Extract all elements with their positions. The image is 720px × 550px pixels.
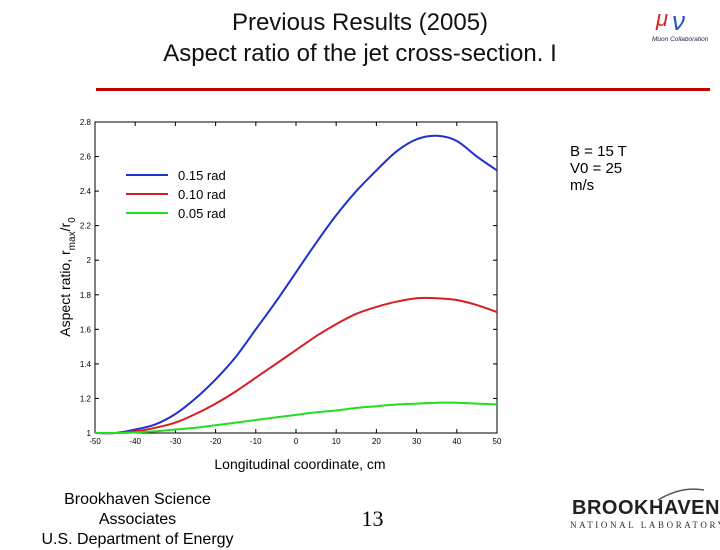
y-tick-label: 2 — [87, 256, 92, 265]
footer-line: Brookhaven Science — [64, 491, 211, 508]
svg-text:Aspect ratio, rmax/r0: Aspect ratio, rmax/r0 — [57, 217, 78, 337]
series-line-0-05-rad — [94, 401, 498, 435]
annotation-field: B = 15 T — [570, 143, 627, 160]
y-axis-label-sub1: max — [67, 231, 78, 250]
y-axis-label: Aspect ratio, rmax/r0 — [57, 217, 78, 337]
x-axis-label: Longitudinal coordinate, cm — [214, 456, 385, 472]
brookhaven-logo-sub: NATIONAL LABORATORY — [570, 520, 720, 530]
chart-legend: 0.15 rad 0.10 rad 0.05 rad — [126, 168, 226, 221]
y-axis-label-main: Aspect ratio, r — [57, 250, 73, 337]
y-tick-label: 1.4 — [80, 360, 92, 369]
legend-label: 0.15 rad — [178, 168, 226, 183]
footer-line: Associates — [98, 511, 177, 528]
x-tick-label: 50 — [493, 437, 502, 446]
chart-series — [94, 134, 498, 435]
chart-axes: -50 -40 -30 -20 -10 0 10 20 30 40 50 1 1.2 1.4 1.6 1.8 2… — [80, 118, 502, 446]
x-tick-label: -40 — [129, 437, 141, 446]
x-tick-label: -10 — [250, 437, 262, 446]
annotation-velocity: V0 = 25 — [570, 160, 623, 177]
x-tick-label: 40 — [452, 437, 461, 446]
y-tick-label: 2.4 — [80, 187, 92, 196]
y-tick-label: 1.6 — [80, 325, 92, 334]
y-tick-label: 1.2 — [80, 394, 92, 403]
page-number: 13 — [361, 506, 384, 531]
legend-label: 0.05 rad — [178, 206, 226, 221]
brookhaven-logo-main: BROOKHAVEN — [572, 497, 720, 519]
footer-line: U.S. Department of Energy — [41, 531, 234, 548]
x-tick-label: -50 — [89, 437, 101, 446]
footer-organization: Brookhaven Science Associates U.S. Depar… — [30, 490, 245, 550]
muon-collaboration-logo: μ ν Muon Collaboration — [652, 6, 709, 43]
logo-text: Muon Collaboration — [652, 36, 709, 43]
y-tick-label: 2.8 — [80, 118, 92, 127]
legend-label: 0.10 rad — [178, 187, 226, 202]
y-tick-label: 1.8 — [80, 291, 92, 300]
series-line-0-15-rad — [94, 134, 498, 435]
x-tick-label: -30 — [170, 437, 182, 446]
parameter-annotation: B = 15 T V0 = 25 m/s — [570, 143, 670, 194]
plot-frame — [94, 121, 498, 434]
y-tick-label: 1 — [87, 429, 92, 438]
y-tick-label: 2.6 — [80, 153, 92, 162]
x-tick-label: 30 — [412, 437, 421, 446]
x-tick-label: -20 — [210, 437, 222, 446]
slide-title: Previous Results (2005) — [231, 9, 489, 36]
slide-subtitle: Aspect ratio of the jet cross-section. I — [163, 40, 557, 67]
x-tick-label: 20 — [372, 437, 381, 446]
y-axis-label-slash: /r — [57, 223, 73, 232]
brookhaven-logo: BROOKHAVEN NATIONAL LABORATORY — [568, 488, 720, 534]
annotation-velocity-unit: m/s — [570, 177, 595, 194]
y-tick-label: 2.2 — [80, 222, 92, 231]
logo-glyph-mu: μ — [655, 6, 668, 31]
x-tick-label: 0 — [294, 437, 299, 446]
title-divider — [96, 88, 710, 91]
series-line-0-10-rad — [94, 296, 498, 435]
logo-glyph-nu: ν — [672, 6, 685, 36]
y-axis-label-sub2: 0 — [67, 217, 78, 223]
x-tick-label: 10 — [332, 437, 341, 446]
brookhaven-swoosh-icon — [657, 488, 705, 501]
